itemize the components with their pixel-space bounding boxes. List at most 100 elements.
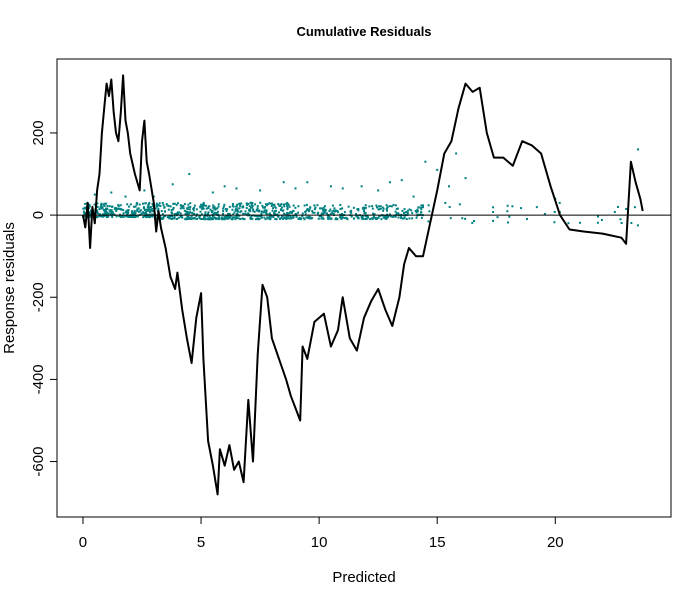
residual-point: [115, 209, 118, 212]
residual-point: [238, 214, 241, 217]
residual-point: [168, 215, 171, 218]
residual-point: [236, 208, 239, 211]
residual-point: [309, 216, 312, 219]
residual-point: [173, 213, 176, 216]
residual-point: [388, 181, 391, 184]
residual-point: [394, 210, 397, 213]
y-tick-label: -400: [30, 364, 47, 394]
residual-point: [144, 212, 147, 215]
residual-point: [328, 216, 331, 219]
residual-point: [211, 191, 214, 194]
residual-point: [136, 215, 139, 218]
residual-point: [135, 202, 138, 205]
residual-point: [200, 217, 203, 220]
residual-point: [395, 212, 398, 215]
residual-point: [190, 211, 193, 214]
residual-point: [263, 216, 266, 219]
residual-point: [388, 205, 391, 208]
residual-point: [111, 215, 114, 218]
residual-point: [386, 216, 389, 219]
residual-point: [420, 204, 423, 207]
residual-point: [247, 209, 250, 212]
residual-point: [173, 202, 176, 205]
residual-point: [363, 206, 366, 209]
plot-frame: [56, 58, 672, 518]
residual-point: [135, 203, 138, 206]
residual-point: [122, 209, 125, 212]
residual-point: [247, 212, 250, 215]
residual-point: [159, 205, 162, 208]
residual-point: [365, 215, 368, 218]
residual-point: [236, 203, 239, 206]
residual-point: [98, 208, 101, 211]
residual-point: [274, 206, 277, 209]
residual-point: [167, 204, 170, 207]
residual-point: [553, 221, 556, 224]
residual-point: [189, 217, 192, 220]
residual-point: [260, 215, 263, 218]
residual-point: [387, 214, 390, 217]
residual-point: [188, 211, 191, 214]
residual-point: [221, 216, 224, 219]
residual-point: [208, 214, 211, 217]
residual-point: [363, 212, 366, 215]
residual-point: [117, 204, 120, 207]
residual-point: [371, 217, 374, 220]
residual-point: [127, 211, 130, 214]
residual-point: [286, 207, 289, 210]
residual-point: [321, 212, 324, 215]
residual-point: [245, 213, 248, 216]
residual-point: [232, 205, 235, 208]
residual-point: [201, 208, 204, 211]
residual-point: [190, 217, 193, 220]
residual-point: [394, 215, 397, 218]
residual-point: [154, 207, 157, 210]
residual-point: [619, 218, 622, 221]
residual-point: [364, 204, 367, 207]
residual-point: [149, 210, 152, 213]
residual-point: [253, 210, 256, 213]
residual-point: [364, 206, 367, 209]
residual-point: [266, 216, 269, 219]
residual-point: [196, 213, 199, 216]
residual-point: [400, 214, 403, 217]
residual-point: [109, 210, 112, 213]
residual-point: [189, 202, 192, 205]
residual-point: [346, 218, 349, 221]
residual-point: [259, 201, 262, 204]
residual-point: [126, 209, 129, 212]
residual-point: [234, 209, 237, 212]
residual-point: [113, 207, 116, 210]
residual-point: [400, 179, 403, 182]
residual-point: [272, 211, 275, 214]
residual-point: [133, 212, 136, 215]
residual-point: [155, 214, 158, 217]
residual-point: [336, 209, 339, 212]
residual-point: [213, 207, 216, 210]
residual-point: [172, 202, 175, 205]
residual-point: [129, 203, 132, 206]
residual-point: [103, 212, 106, 215]
residual-point: [117, 207, 120, 210]
residual-point: [214, 207, 217, 210]
y-tick-label: -200: [30, 282, 47, 312]
residual-point: [184, 213, 187, 216]
residual-point: [239, 205, 242, 208]
residual-point: [232, 213, 235, 216]
residual-point: [111, 205, 114, 208]
residual-point: [100, 215, 103, 218]
residual-point: [313, 204, 316, 207]
residual-point: [311, 211, 314, 214]
residual-point: [420, 211, 423, 214]
residual-point: [235, 205, 238, 208]
residual-point: [99, 206, 102, 209]
residual-point: [84, 202, 87, 205]
residual-point: [142, 216, 145, 219]
residual-point: [162, 215, 165, 218]
residual-point: [525, 217, 528, 220]
residual-point: [216, 210, 219, 213]
residual-point: [260, 212, 263, 215]
residual-point: [298, 216, 301, 219]
residual-point: [428, 210, 431, 213]
residual-point: [258, 209, 261, 212]
